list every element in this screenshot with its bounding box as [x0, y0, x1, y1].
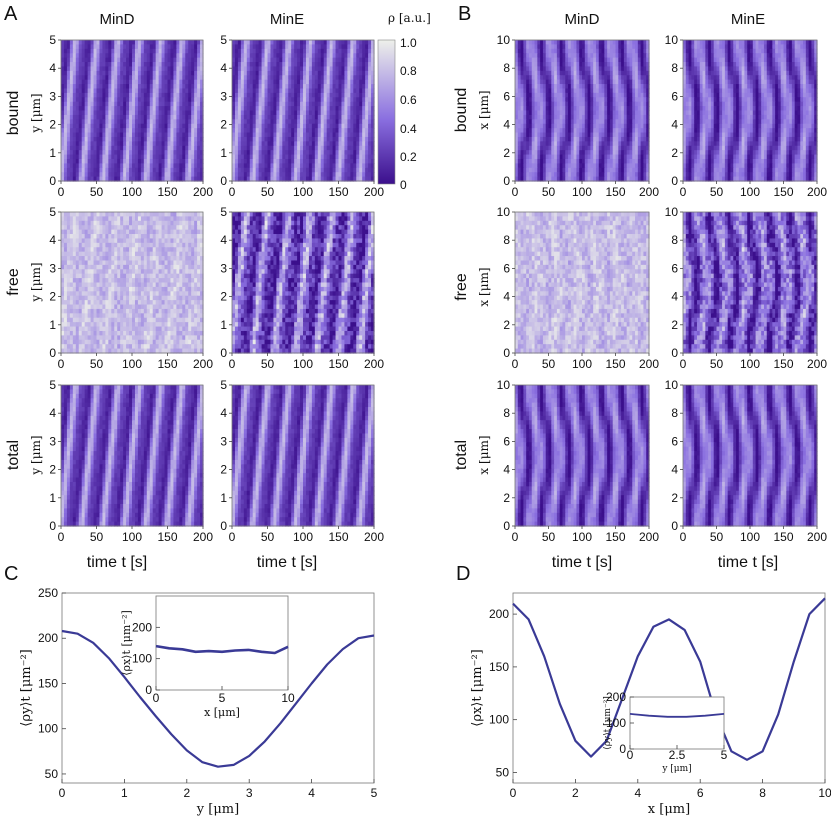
- colorbar-tick: 0.8: [400, 64, 417, 78]
- axis-label-a-free: y [μm]: [29, 262, 43, 302]
- colorbar-gradient: [378, 40, 395, 184]
- colorbar-tick: 1.0: [400, 36, 417, 50]
- axis-label-b-total: x [μm]: [477, 435, 491, 474]
- x-tick-label: 200: [193, 185, 213, 199]
- y-tick-label: 2: [49, 463, 56, 477]
- row-label-b-bound: bound: [453, 88, 470, 133]
- x-tick-label: 200: [193, 357, 213, 371]
- colorbar: ρ [a.u.] 1.0 0.8 0.6 0.4 0.2 0: [378, 11, 431, 192]
- x-tick-label: 150: [157, 185, 177, 199]
- panel-tag-a: A: [4, 3, 18, 25]
- x-tick-label: 50: [90, 530, 104, 544]
- y-tick-label: 1: [49, 318, 56, 332]
- col-label-b-mine: MinE: [731, 11, 765, 28]
- panel-tag-d: D: [456, 563, 470, 585]
- y-tick-label: 0: [49, 174, 56, 188]
- time-label-b-left: time t [s]: [552, 554, 612, 571]
- x-tick-label: 200: [193, 530, 213, 544]
- axis-label-b-free: x [μm]: [477, 267, 491, 306]
- y-tick-label: 0: [49, 346, 56, 360]
- x-tick-label: 100: [122, 185, 142, 199]
- col-label-a-mind: MinD: [99, 11, 134, 28]
- colorbar-label: ρ [a.u.]: [388, 11, 431, 25]
- heatmap-a-mind-total: 0123450 50 100 150 200: [49, 378, 213, 544]
- x-tick-label: 0: [58, 357, 65, 371]
- row-label-a-free: free: [5, 268, 22, 296]
- y-tick-label: 4: [49, 233, 56, 247]
- x-tick-label: 150: [157, 357, 177, 371]
- y-tick-label: 5: [49, 205, 56, 219]
- panel-tag-c: C: [4, 563, 18, 585]
- row-label-a-total: total: [5, 440, 22, 470]
- time-label-a-left: time t [s]: [87, 554, 147, 571]
- axis-label-b-bound: x [μm]: [477, 90, 491, 129]
- x-tick-label: 100: [122, 530, 142, 544]
- colorbar-tick: 0: [400, 178, 407, 192]
- colorbar-tick: 0.6: [400, 93, 417, 107]
- y-tick-label: 4: [49, 406, 56, 420]
- axis-label-a-bound: y [μm]: [29, 93, 43, 133]
- panel-tag-b: B: [458, 3, 471, 25]
- y-tick-label: 3: [49, 434, 56, 448]
- y-tick-label: 2: [49, 290, 56, 304]
- y-tick-label: 2: [49, 118, 56, 132]
- col-label-a-mine: MinE: [270, 11, 304, 28]
- time-label-a-right: time t [s]: [257, 554, 317, 571]
- heatmap-a-mine-bound: 0123450 50 100 150 200: [220, 33, 384, 199]
- x-tick-label: 50: [90, 357, 104, 371]
- y-tick-label: 3: [49, 261, 56, 275]
- y-tick-label: 5: [49, 33, 56, 47]
- col-label-b-mind: MinD: [564, 11, 599, 28]
- x-tick-label: 50: [90, 185, 104, 199]
- row-label-b-free: free: [453, 273, 470, 301]
- x-tick-label: 0: [58, 185, 65, 199]
- x-tick-label: 0: [58, 530, 65, 544]
- y-tick-label: 1: [49, 491, 56, 505]
- axis-label-a-total: y [μm]: [29, 435, 43, 475]
- y-tick-label: 0: [49, 519, 56, 533]
- y-tick-label: 5: [49, 378, 56, 392]
- row-label-a-bound: bound: [5, 91, 22, 136]
- colorbar-tick: 0.4: [400, 122, 417, 136]
- time-label-b-right: time t [s]: [718, 554, 778, 571]
- y-tick-label: 4: [49, 61, 56, 75]
- row-label-b-total: total: [453, 440, 470, 470]
- x-tick-label: 100: [122, 357, 142, 371]
- colorbar-tick: 0.2: [400, 150, 417, 164]
- x-tick-label: 150: [157, 530, 177, 544]
- y-tick-label: 1: [49, 146, 56, 160]
- y-tick-label: 3: [49, 89, 56, 103]
